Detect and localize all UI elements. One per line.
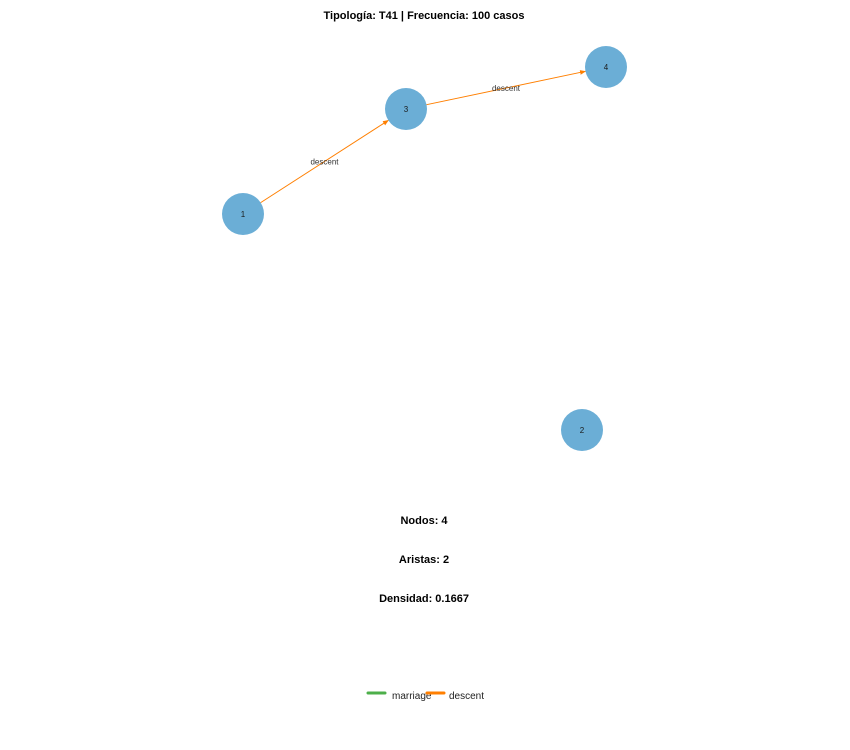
node-3: 3 <box>385 88 427 130</box>
density-value: Densidad: 0.1667 <box>379 593 469 605</box>
edges-layer: descent descent <box>260 70 587 204</box>
node-circle <box>561 409 603 451</box>
node-label: 2 <box>580 426 585 435</box>
node-label: 1 <box>241 210 246 219</box>
edge-3-4 <box>426 70 587 106</box>
node-4: 4 <box>585 46 627 88</box>
node-label: 3 <box>404 105 409 114</box>
nodes-layer: 1 2 3 4 <box>222 46 627 451</box>
node-1: 1 <box>222 193 264 235</box>
node-2: 2 <box>561 409 603 451</box>
legend-label-marriage: marriage <box>392 691 432 702</box>
node-count: Nodos: 4 <box>400 515 448 527</box>
node-circle <box>385 88 427 130</box>
node-circle <box>222 193 264 235</box>
legend-label-descent: descent <box>449 691 484 702</box>
edge-label-1-3: descent <box>310 158 339 167</box>
legend: marriage descent <box>366 691 484 702</box>
diagram-title: Tipología: T41 | Frecuencia: 100 casos <box>324 10 525 22</box>
edge-1-3 <box>260 119 389 204</box>
edge-label-3-4: descent <box>492 84 521 93</box>
node-label: 4 <box>604 63 609 72</box>
edge-count: Aristas: 2 <box>399 554 449 566</box>
node-circle <box>585 46 627 88</box>
